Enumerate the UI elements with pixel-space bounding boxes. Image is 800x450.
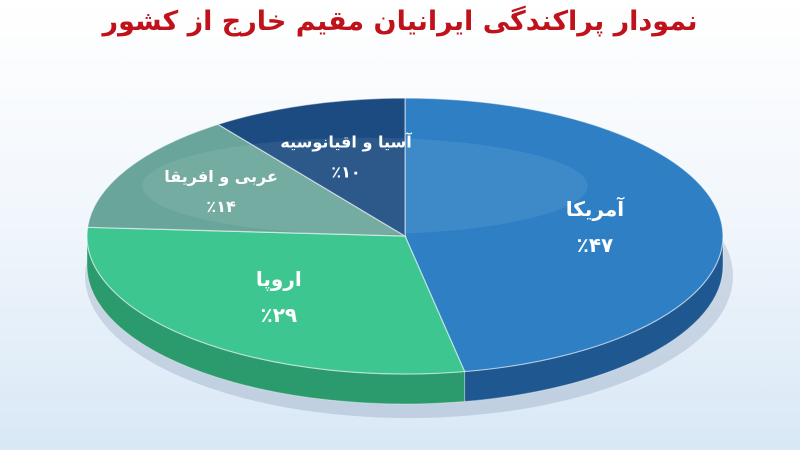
slice-label-arab-africa: عربی و افریقا [164, 167, 278, 186]
slice-value-america: ٪۴۷ [577, 233, 614, 257]
slice-label-asia-oceania: آسیا و اقیانوسیه [280, 131, 412, 151]
pie-slice-asia-oceania [216, 97, 406, 238]
slice-value-europe: ٪۲۹ [261, 303, 298, 327]
chart-title: نمودار پراکندگی ایرانیان مقیم خارج از کش… [102, 6, 698, 37]
pie-slice-europe [86, 226, 466, 375]
pie-slice-america [404, 97, 724, 373]
slice-value-asia-oceania: ٪۱۰ [331, 162, 360, 181]
slice-label-europe: اروپا [256, 267, 302, 292]
pie-labels: آمریکا ٪۴۷ اروپا ٪۲۹ عربی و افریقا ٪۱۴ آسیا و … [164, 131, 625, 327]
pie-slice-arab-africa [86, 123, 408, 237]
slice-value-arab-africa: ٪۱۴ [206, 197, 236, 216]
slice-label-america: آمریکا [566, 196, 625, 221]
